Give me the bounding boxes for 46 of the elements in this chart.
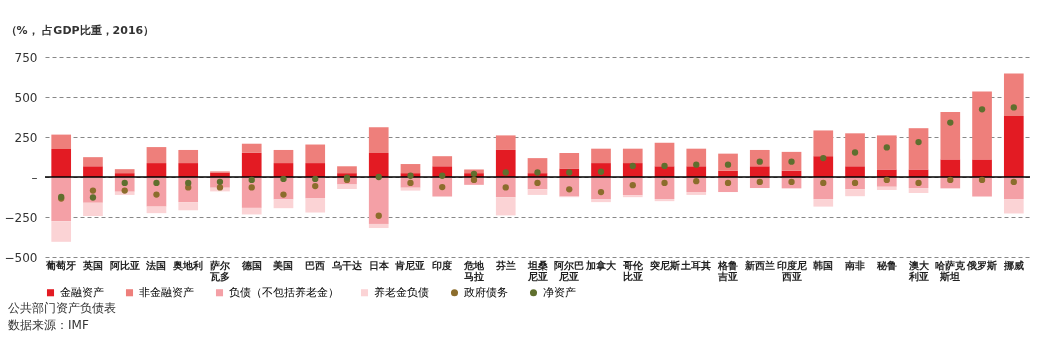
x-tick-label: 土耳其 <box>680 259 712 271</box>
text: 公共部门资产负债表 <box>7 300 117 317</box>
x-tick-label: 英国 <box>81 259 103 271</box>
x-tick-label: 哥伦比亚 <box>621 259 644 282</box>
x-tick-label: 坦桑尼亚 <box>526 259 548 282</box>
x-tick-label: 韩国 <box>812 259 834 271</box>
x-tick-label: 美国 <box>272 259 294 271</box>
x-tick-label: 格鲁吉亚 <box>717 259 739 282</box>
y-tick-label: 500 <box>14 90 38 105</box>
x-tick-label: 印度尼西亚 <box>776 259 807 282</box>
x-tick-label: 危地马拉 <box>462 259 485 282</box>
x-tick-label: 新西兰 <box>743 259 775 271</box>
x-tick-label: 俄罗斯 <box>966 259 998 271</box>
x-tick-label: 日本 <box>368 259 390 271</box>
legend-label: 政府债务 <box>464 285 508 299</box>
x-tick-label: 南非 <box>844 259 866 271</box>
x-tick-label: 乌干达 <box>330 259 363 271</box>
y-tick-label: 750 <box>14 50 38 65</box>
legend-label: 非金融资产 <box>139 285 194 299</box>
legend-label: 净资产 <box>543 285 576 299</box>
x-tick-label: 秘鲁 <box>875 259 897 271</box>
x-tick-label: 阿尔巴尼亚 <box>554 259 585 282</box>
x-tick-label: 奥地利 <box>172 259 204 271</box>
x-tick-label: 挪威 <box>1002 259 1024 271</box>
x-tick-label: 德国 <box>240 259 262 271</box>
x-tick-label: 阿比亚 <box>109 259 140 271</box>
x-tick-label: 突尼斯 <box>648 259 680 271</box>
y-axis-title: （%， 占GDP比重，2016） <box>5 23 155 37</box>
x-tick-label: 肯尼亚 <box>394 259 426 271</box>
x-tick-label: 芬兰 <box>494 259 516 271</box>
y-tick-label: −250 <box>4 210 38 225</box>
x-tick-label: 萨尔瓦多 <box>208 259 231 282</box>
legend-label: 养老金负债 <box>374 285 429 299</box>
x-tick-label: 巴西 <box>305 259 326 271</box>
y-tick-label: – <box>31 170 38 185</box>
x-tick-label: 哈萨克斯坦 <box>935 259 967 282</box>
x-tick-label: 加拿大 <box>585 259 618 271</box>
x-tick-label: 法国 <box>145 259 167 271</box>
legend-label: 负债（不包括养老金） <box>229 285 339 299</box>
x-tick-label: 印度 <box>432 259 453 271</box>
x-tick-label: 澳大利亚 <box>907 259 930 282</box>
y-tick-label: 250 <box>14 130 38 145</box>
x-tick-label: 葡萄牙 <box>45 259 77 271</box>
legend-label: 金融资产 <box>60 285 104 299</box>
source-note: 数据来源：IMF <box>7 317 90 334</box>
y-tick-label: −500 <box>4 250 38 265</box>
